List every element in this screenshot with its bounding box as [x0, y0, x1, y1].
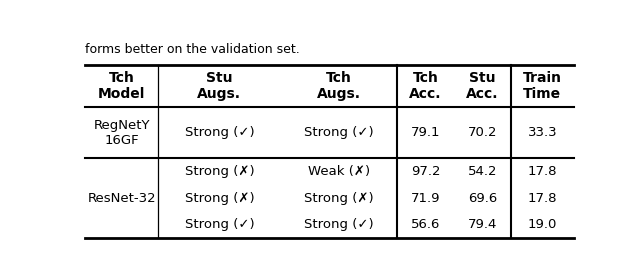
- Text: Strong (✓): Strong (✓): [304, 126, 374, 139]
- Text: Tch
Augs.: Tch Augs.: [317, 71, 361, 101]
- Text: Tch
Acc.: Tch Acc.: [410, 71, 442, 101]
- Text: Strong (✗): Strong (✗): [304, 192, 374, 205]
- Text: 79.1: 79.1: [411, 126, 440, 139]
- Text: ResNet-32: ResNet-32: [87, 192, 156, 205]
- Text: Strong (✓): Strong (✓): [184, 218, 254, 231]
- Text: 56.6: 56.6: [411, 218, 440, 231]
- Text: 69.6: 69.6: [468, 192, 497, 205]
- Text: Train
Time: Train Time: [523, 71, 562, 101]
- Text: forms better on the validation set.: forms better on the validation set.: [85, 43, 300, 56]
- Text: 97.2: 97.2: [411, 165, 440, 178]
- Text: 19.0: 19.0: [527, 218, 557, 231]
- Text: RegNetY
16GF: RegNetY 16GF: [93, 119, 150, 147]
- Text: Strong (✓): Strong (✓): [184, 126, 254, 139]
- Text: Stu
Acc.: Stu Acc.: [467, 71, 499, 101]
- Text: 70.2: 70.2: [468, 126, 497, 139]
- Text: 33.3: 33.3: [527, 126, 557, 139]
- Text: Strong (✗): Strong (✗): [184, 192, 254, 205]
- Text: 79.4: 79.4: [468, 218, 497, 231]
- Text: 54.2: 54.2: [468, 165, 497, 178]
- Text: Tch
Model: Tch Model: [98, 71, 145, 101]
- Text: Stu
Augs.: Stu Augs.: [197, 71, 241, 101]
- Text: Weak (✗): Weak (✗): [308, 165, 370, 178]
- Text: 17.8: 17.8: [527, 165, 557, 178]
- Text: 17.8: 17.8: [527, 192, 557, 205]
- Text: Strong (✗): Strong (✗): [184, 165, 254, 178]
- Text: Strong (✓): Strong (✓): [304, 218, 374, 231]
- Text: 71.9: 71.9: [411, 192, 440, 205]
